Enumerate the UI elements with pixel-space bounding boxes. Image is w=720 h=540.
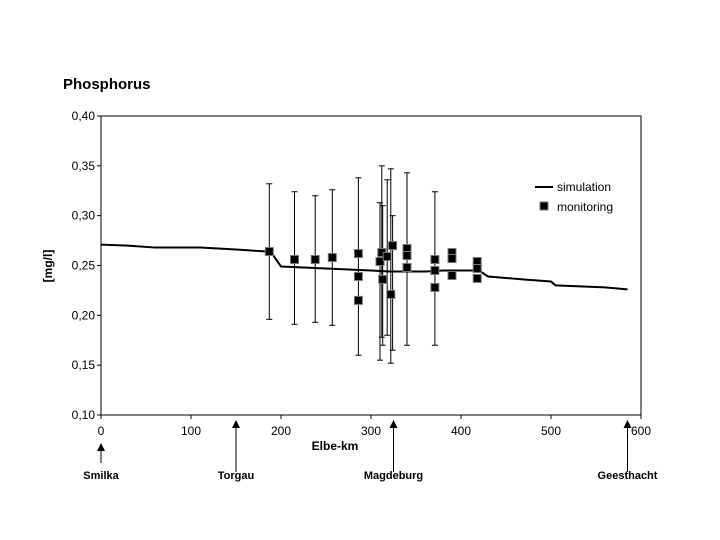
monitoring-point xyxy=(402,262,412,272)
monitoring-point xyxy=(375,257,385,267)
location-label: Torgau xyxy=(218,470,254,482)
monitoring-point xyxy=(386,289,396,299)
monitoring-point xyxy=(264,247,274,257)
y-tick-label: 0,10 xyxy=(72,408,96,422)
x-tick-label: 200 xyxy=(271,424,291,438)
monitoring-point xyxy=(353,295,363,305)
monitoring-point xyxy=(378,274,388,284)
arrow-head-icon xyxy=(389,420,398,428)
y-tick-label: 0,25 xyxy=(72,259,96,273)
legend-monitoring-swatch xyxy=(539,201,549,211)
arrow-head-icon xyxy=(97,443,105,451)
legend: simulation monitoring xyxy=(535,180,613,214)
legend-simulation-label: simulation xyxy=(557,180,611,194)
monitoring-point xyxy=(310,255,320,265)
y-tick-label: 0,20 xyxy=(72,308,96,322)
simulation-line xyxy=(100,243,628,291)
chart-title: Phosphorus xyxy=(63,76,151,93)
x-axis-label: Elbe-km xyxy=(312,439,359,453)
monitoring-point xyxy=(472,263,482,273)
monitoring-point xyxy=(430,282,440,292)
monitoring-point xyxy=(430,265,440,275)
monitoring-point xyxy=(447,270,457,280)
y-tick-label: 0,40 xyxy=(72,109,96,123)
location-label: Geesthacht xyxy=(598,470,658,482)
y-tick-label: 0,15 xyxy=(72,358,96,372)
location-label: Magdeburg xyxy=(364,470,423,482)
x-tick-label: 500 xyxy=(541,424,561,438)
monitoring-point xyxy=(472,273,482,283)
monitoring-point xyxy=(327,253,337,263)
monitoring-point xyxy=(430,255,440,265)
y-tick-label: 0,30 xyxy=(72,209,96,223)
y-tick-label: 0,35 xyxy=(72,159,96,173)
arrow-head-icon xyxy=(623,420,632,428)
monitoring-point xyxy=(382,252,392,262)
x-tick-label: 600 xyxy=(631,424,651,438)
x-tick-label: 100 xyxy=(181,424,201,438)
monitoring-point xyxy=(290,255,299,265)
x-tick-label: 300 xyxy=(361,424,381,438)
monitoring-point xyxy=(388,241,398,251)
monitoring-point xyxy=(353,249,363,259)
x-tick-label: 0 xyxy=(98,424,105,438)
plot-frame xyxy=(100,115,642,416)
location-label: Smilka xyxy=(83,470,119,482)
monitoring-point xyxy=(447,254,457,264)
arrow-head-icon xyxy=(232,420,240,428)
x-tick-label: 400 xyxy=(451,424,471,438)
monitoring-point xyxy=(402,251,412,261)
monitoring-point xyxy=(353,271,363,281)
y-axis-label: [mg/l] xyxy=(41,250,55,283)
legend-monitoring-label: monitoring xyxy=(557,200,613,214)
